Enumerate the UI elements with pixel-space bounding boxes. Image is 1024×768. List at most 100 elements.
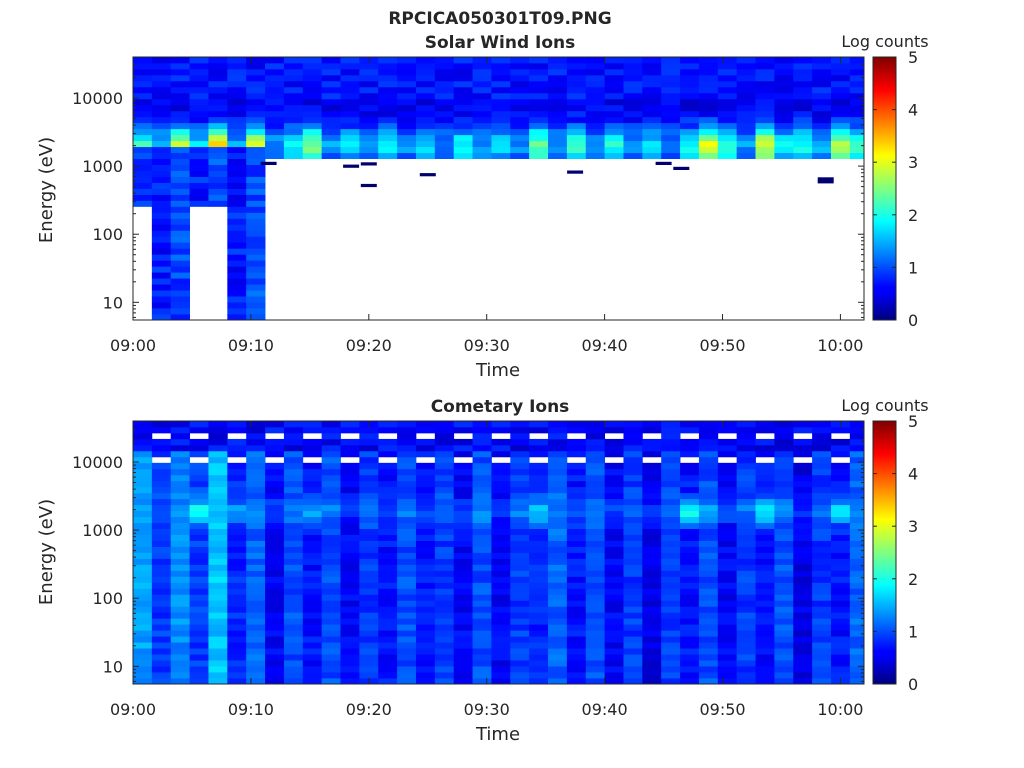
heatmap-cell xyxy=(453,648,473,655)
heatmap-cell xyxy=(680,522,700,529)
heatmap-cell xyxy=(849,480,864,488)
heatmap-cell xyxy=(510,444,530,452)
heatmap-cell xyxy=(642,630,662,637)
heatmap-cell xyxy=(227,642,247,649)
heatmap-cell xyxy=(774,492,794,500)
heatmap-cell xyxy=(283,576,304,583)
heatmap-cell xyxy=(717,152,738,160)
heatmap-cell xyxy=(133,522,153,529)
heatmap-cell xyxy=(812,666,832,673)
heatmap-cell xyxy=(340,128,360,136)
heatmap-cell xyxy=(604,444,624,452)
heatmap-cell xyxy=(170,86,190,94)
heatmap-cell xyxy=(472,140,492,148)
heatmap-cell xyxy=(453,57,473,64)
heatmap-cell xyxy=(717,62,738,70)
heatmap-cell xyxy=(812,678,832,684)
heatmap-cell xyxy=(170,272,190,279)
heatmap-cell xyxy=(265,80,285,88)
heatmap-cell xyxy=(133,200,153,207)
heatmap-cell xyxy=(623,98,643,106)
heatmap-cell xyxy=(680,678,700,684)
heatmap-cell xyxy=(434,636,455,643)
heatmap-cell xyxy=(189,570,209,577)
heatmap-cell xyxy=(736,582,756,589)
heatmap-cell xyxy=(661,146,681,154)
heatmap-cell xyxy=(415,618,436,625)
heatmap-cell xyxy=(453,606,473,613)
heatmap-cell xyxy=(453,122,473,130)
heatmap-cell xyxy=(359,456,379,464)
heatmap-cell xyxy=(736,426,756,434)
heatmap-cell xyxy=(133,654,153,661)
heatmap-cell xyxy=(774,642,794,649)
heatmap-cell xyxy=(133,528,153,535)
heatmap-cell xyxy=(227,552,247,559)
heatmap-cell xyxy=(434,68,455,76)
heatmap-cell xyxy=(623,110,643,118)
heatmap-cell xyxy=(359,528,379,535)
heatmap-cell xyxy=(189,534,209,541)
heatmap-cell xyxy=(510,57,530,64)
heatmap-cell xyxy=(378,68,398,76)
heatmap-cell xyxy=(491,80,511,88)
heatmap-cell xyxy=(680,152,700,160)
heatmap-cell xyxy=(661,654,681,661)
heatmap-cell xyxy=(415,80,436,88)
heatmap-cell xyxy=(378,606,398,613)
heatmap-cell xyxy=(604,576,624,583)
heatmap-cell xyxy=(849,152,864,160)
heatmap-cell xyxy=(378,618,398,625)
heatmap-cell xyxy=(170,206,190,213)
heatmap-cell xyxy=(510,146,530,154)
heatmap-cell xyxy=(849,122,864,130)
heatmap-cell xyxy=(642,570,662,577)
heatmap-cell xyxy=(548,666,568,673)
heatmap-cell xyxy=(151,582,172,589)
x-tick-label: 09:00 xyxy=(110,700,156,719)
heatmap-cell xyxy=(321,582,341,589)
panel-title-solar-wind: Solar Wind Ions xyxy=(425,33,576,53)
heatmap-cell xyxy=(717,80,738,88)
heatmap-cell xyxy=(283,74,304,82)
heatmap-cell xyxy=(415,468,436,476)
heatmap-cell xyxy=(359,660,379,667)
heatmap-cell xyxy=(736,510,756,518)
heatmap-cell xyxy=(208,456,228,464)
heatmap-cell xyxy=(548,104,568,112)
heatmap-cell xyxy=(283,432,304,440)
heatmap-cell xyxy=(510,672,530,679)
heatmap-cell xyxy=(774,110,794,118)
heatmap-cell xyxy=(246,224,266,231)
heatmap-cell xyxy=(755,492,775,500)
heatmap-cell xyxy=(189,152,209,160)
heatmap-cell xyxy=(227,450,247,458)
heatmap-cell xyxy=(170,600,190,607)
heatmap-cell xyxy=(680,146,700,154)
heatmap-cell xyxy=(302,606,323,613)
heatmap-cell xyxy=(812,134,832,142)
heatmap-cell xyxy=(585,468,606,476)
heatmap-cell xyxy=(302,594,323,601)
heatmap-cell xyxy=(246,612,266,619)
heatmap-cell xyxy=(340,438,360,446)
heatmap-cell xyxy=(755,618,775,625)
y-tick-label: 10000 xyxy=(72,453,123,472)
heatmap-cell xyxy=(491,576,511,583)
heatmap-cell xyxy=(717,462,738,470)
heatmap-cell xyxy=(793,648,813,655)
heatmap-cell xyxy=(793,140,813,148)
heatmap-cell xyxy=(208,528,228,535)
heatmap-cell xyxy=(585,450,606,458)
heatmap-cell xyxy=(585,552,606,559)
heatmap-cell xyxy=(246,182,266,189)
heatmap-cell xyxy=(170,116,190,124)
heatmap-cell xyxy=(529,576,549,583)
heatmap-cell xyxy=(623,528,643,535)
heatmap-cell xyxy=(415,630,436,637)
heatmap-cell xyxy=(585,74,606,82)
heatmap-cell xyxy=(736,486,756,494)
heatmap-cell xyxy=(472,642,492,649)
heatmap-cell xyxy=(189,498,209,506)
